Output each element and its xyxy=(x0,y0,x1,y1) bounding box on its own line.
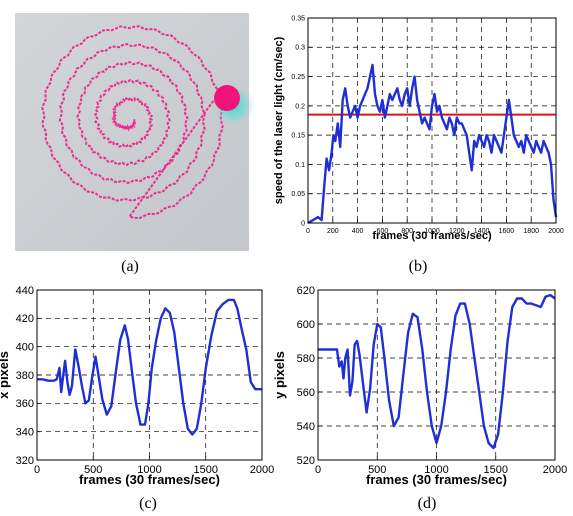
y-tick-label: 0.05 xyxy=(291,191,305,198)
caption-c: (c) xyxy=(139,495,157,512)
caption-b: (b) xyxy=(409,258,428,275)
x-tick-label: 500 xyxy=(84,464,102,476)
x-axis-label: frames (30 frames/sec) xyxy=(79,472,220,487)
y-tick-label: 520 xyxy=(297,455,315,467)
x-tick-label: 1500 xyxy=(194,464,218,476)
x-tick-label: 1800 xyxy=(523,228,539,235)
y-tick-label: 360 xyxy=(16,398,34,410)
y-tick-label: 440 xyxy=(16,285,34,297)
y-tick-label: 0.3 xyxy=(295,45,305,52)
x-axis-label: frames (30 frames/sec) xyxy=(372,230,492,242)
y-tick-label: 0.15 xyxy=(291,133,305,140)
x-tick-label: 1400 xyxy=(474,228,490,235)
x-axis-label: frames (30 frames/sec) xyxy=(366,472,507,487)
x-tick-label: 1000 xyxy=(137,464,161,476)
x-tick-label: 0 xyxy=(315,464,321,476)
y-tick-label: 600 xyxy=(297,319,315,331)
laser-trace-spiral xyxy=(41,25,224,220)
series-line-b xyxy=(307,63,558,225)
x-tick-label: 1600 xyxy=(499,228,515,235)
series-line-d xyxy=(318,293,556,450)
x-tick-label: 500 xyxy=(368,464,386,476)
y-tick-label: 340 xyxy=(16,427,34,439)
axes-frame-c xyxy=(36,289,263,461)
y-tick-label: 0 xyxy=(301,220,305,227)
y-tick-label: 320 xyxy=(16,455,34,467)
y-tick-label: 560 xyxy=(297,387,315,399)
x-tick-label: 600 xyxy=(377,228,389,235)
x-tick-label: 2000 xyxy=(543,464,567,476)
y-tick-label: 0.25 xyxy=(291,74,305,81)
x-tick-label: 0 xyxy=(306,228,310,235)
x-tick-label: 200 xyxy=(327,228,339,235)
panel-c: 0 500 1000 1500 2000 320 340 360 380 400 420 440 fra… xyxy=(0,285,274,487)
x-tick-label: 2000 xyxy=(250,464,274,476)
y-tick-label: 580 xyxy=(297,353,315,365)
x-tick-label: 800 xyxy=(401,228,413,235)
panel-d: 0 500 1000 1500 2000 520 540 560 580 600 620 frames… xyxy=(272,285,567,487)
caption-a: (a) xyxy=(121,258,139,275)
x-tick-label: 0 xyxy=(34,464,40,476)
laser-dot xyxy=(214,85,240,111)
y-tick-label: 380 xyxy=(16,370,34,382)
panel-b: 0 200 400 600 800 1000 1200 1400 1600 1800 2000 0 0.… xyxy=(273,15,564,242)
axes-frame-b xyxy=(307,17,557,224)
panel-a: (a) xyxy=(15,13,255,275)
x-tick-label: 1000 xyxy=(424,464,448,476)
x-tick-label: 1200 xyxy=(449,228,465,235)
photo-background xyxy=(15,13,249,251)
x-tick-label: 400 xyxy=(352,228,364,235)
y-axis-label: x pixels xyxy=(0,351,11,399)
x-tick-label: 1500 xyxy=(484,464,508,476)
y-axis-label: y pixels xyxy=(272,351,287,399)
y-axis-label: speed of the laser light (cm/sec) xyxy=(273,36,285,204)
y-tick-label: 540 xyxy=(297,421,315,433)
x-tick-label: 1000 xyxy=(424,228,440,235)
caption-d: (d) xyxy=(418,495,437,512)
y-tick-label: 400 xyxy=(16,342,34,354)
series-line-c xyxy=(37,298,262,436)
y-tick-label: 0.1 xyxy=(295,162,305,169)
y-tick-label: 420 xyxy=(16,313,34,325)
x-tick-label: 2000 xyxy=(548,228,564,235)
y-tick-label: 0.35 xyxy=(291,15,305,22)
y-tick-label: 620 xyxy=(297,285,315,297)
axes-frame-d xyxy=(317,289,556,461)
y-tick-label: 0.2 xyxy=(295,103,305,110)
